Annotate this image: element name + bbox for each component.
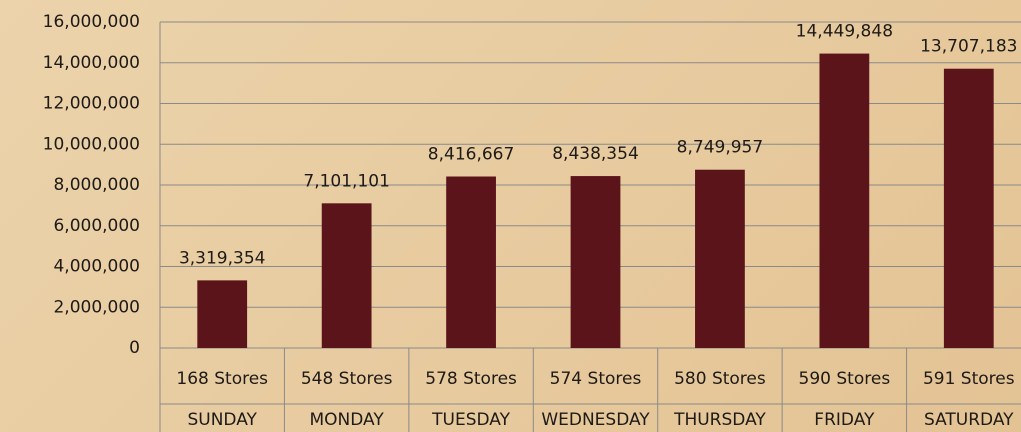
x-tick-label: SUNDAY [187,410,257,430]
store-label: 590 Stores [799,369,891,389]
bar [819,53,870,348]
data-label: 8,749,957 [677,138,764,158]
bar [570,176,621,348]
x-tick-label: MONDAY [310,410,385,430]
y-tick-label: 6,000,000 [53,216,140,236]
x-tick-label: WEDNESDAY [541,410,650,430]
y-tick-label: 4,000,000 [53,257,140,277]
store-label: 578 Stores [425,369,517,389]
store-label: 591 Stores [923,369,1015,389]
bar [943,68,994,348]
x-tick-label: FRIDAY [814,410,875,430]
y-tick-label: 14,000,000 [43,53,140,73]
y-tick-label: 12,000,000 [43,94,140,114]
x-tick-label: THURSDAY [673,410,766,430]
bar [446,176,496,348]
store-label: 580 Stores [674,369,766,389]
y-tick-label: 8,000,000 [53,175,140,195]
y-tick-label: 0 [129,338,140,358]
bar [197,280,248,348]
y-tick-label: 16,000,000 [43,12,140,32]
x-tick-label: TUESDAY [431,410,510,430]
data-label: 14,449,848 [796,22,893,42]
data-label: 8,438,354 [552,144,639,164]
store-label: 168 Stores [176,369,268,389]
y-tick-label: 10,000,000 [43,134,140,154]
store-label: 574 Stores [550,369,642,389]
bar [321,203,372,348]
data-label: 13,707,183 [920,37,1017,57]
data-label: 8,416,667 [428,145,515,165]
x-tick-label: SATURDAY [924,410,1014,430]
data-label: 7,101,101 [303,171,390,191]
y-tick-label: 2,000,000 [53,297,140,317]
store-label: 548 Stores [301,369,393,389]
bar [695,169,745,348]
data-label: 3,319,354 [179,248,266,268]
